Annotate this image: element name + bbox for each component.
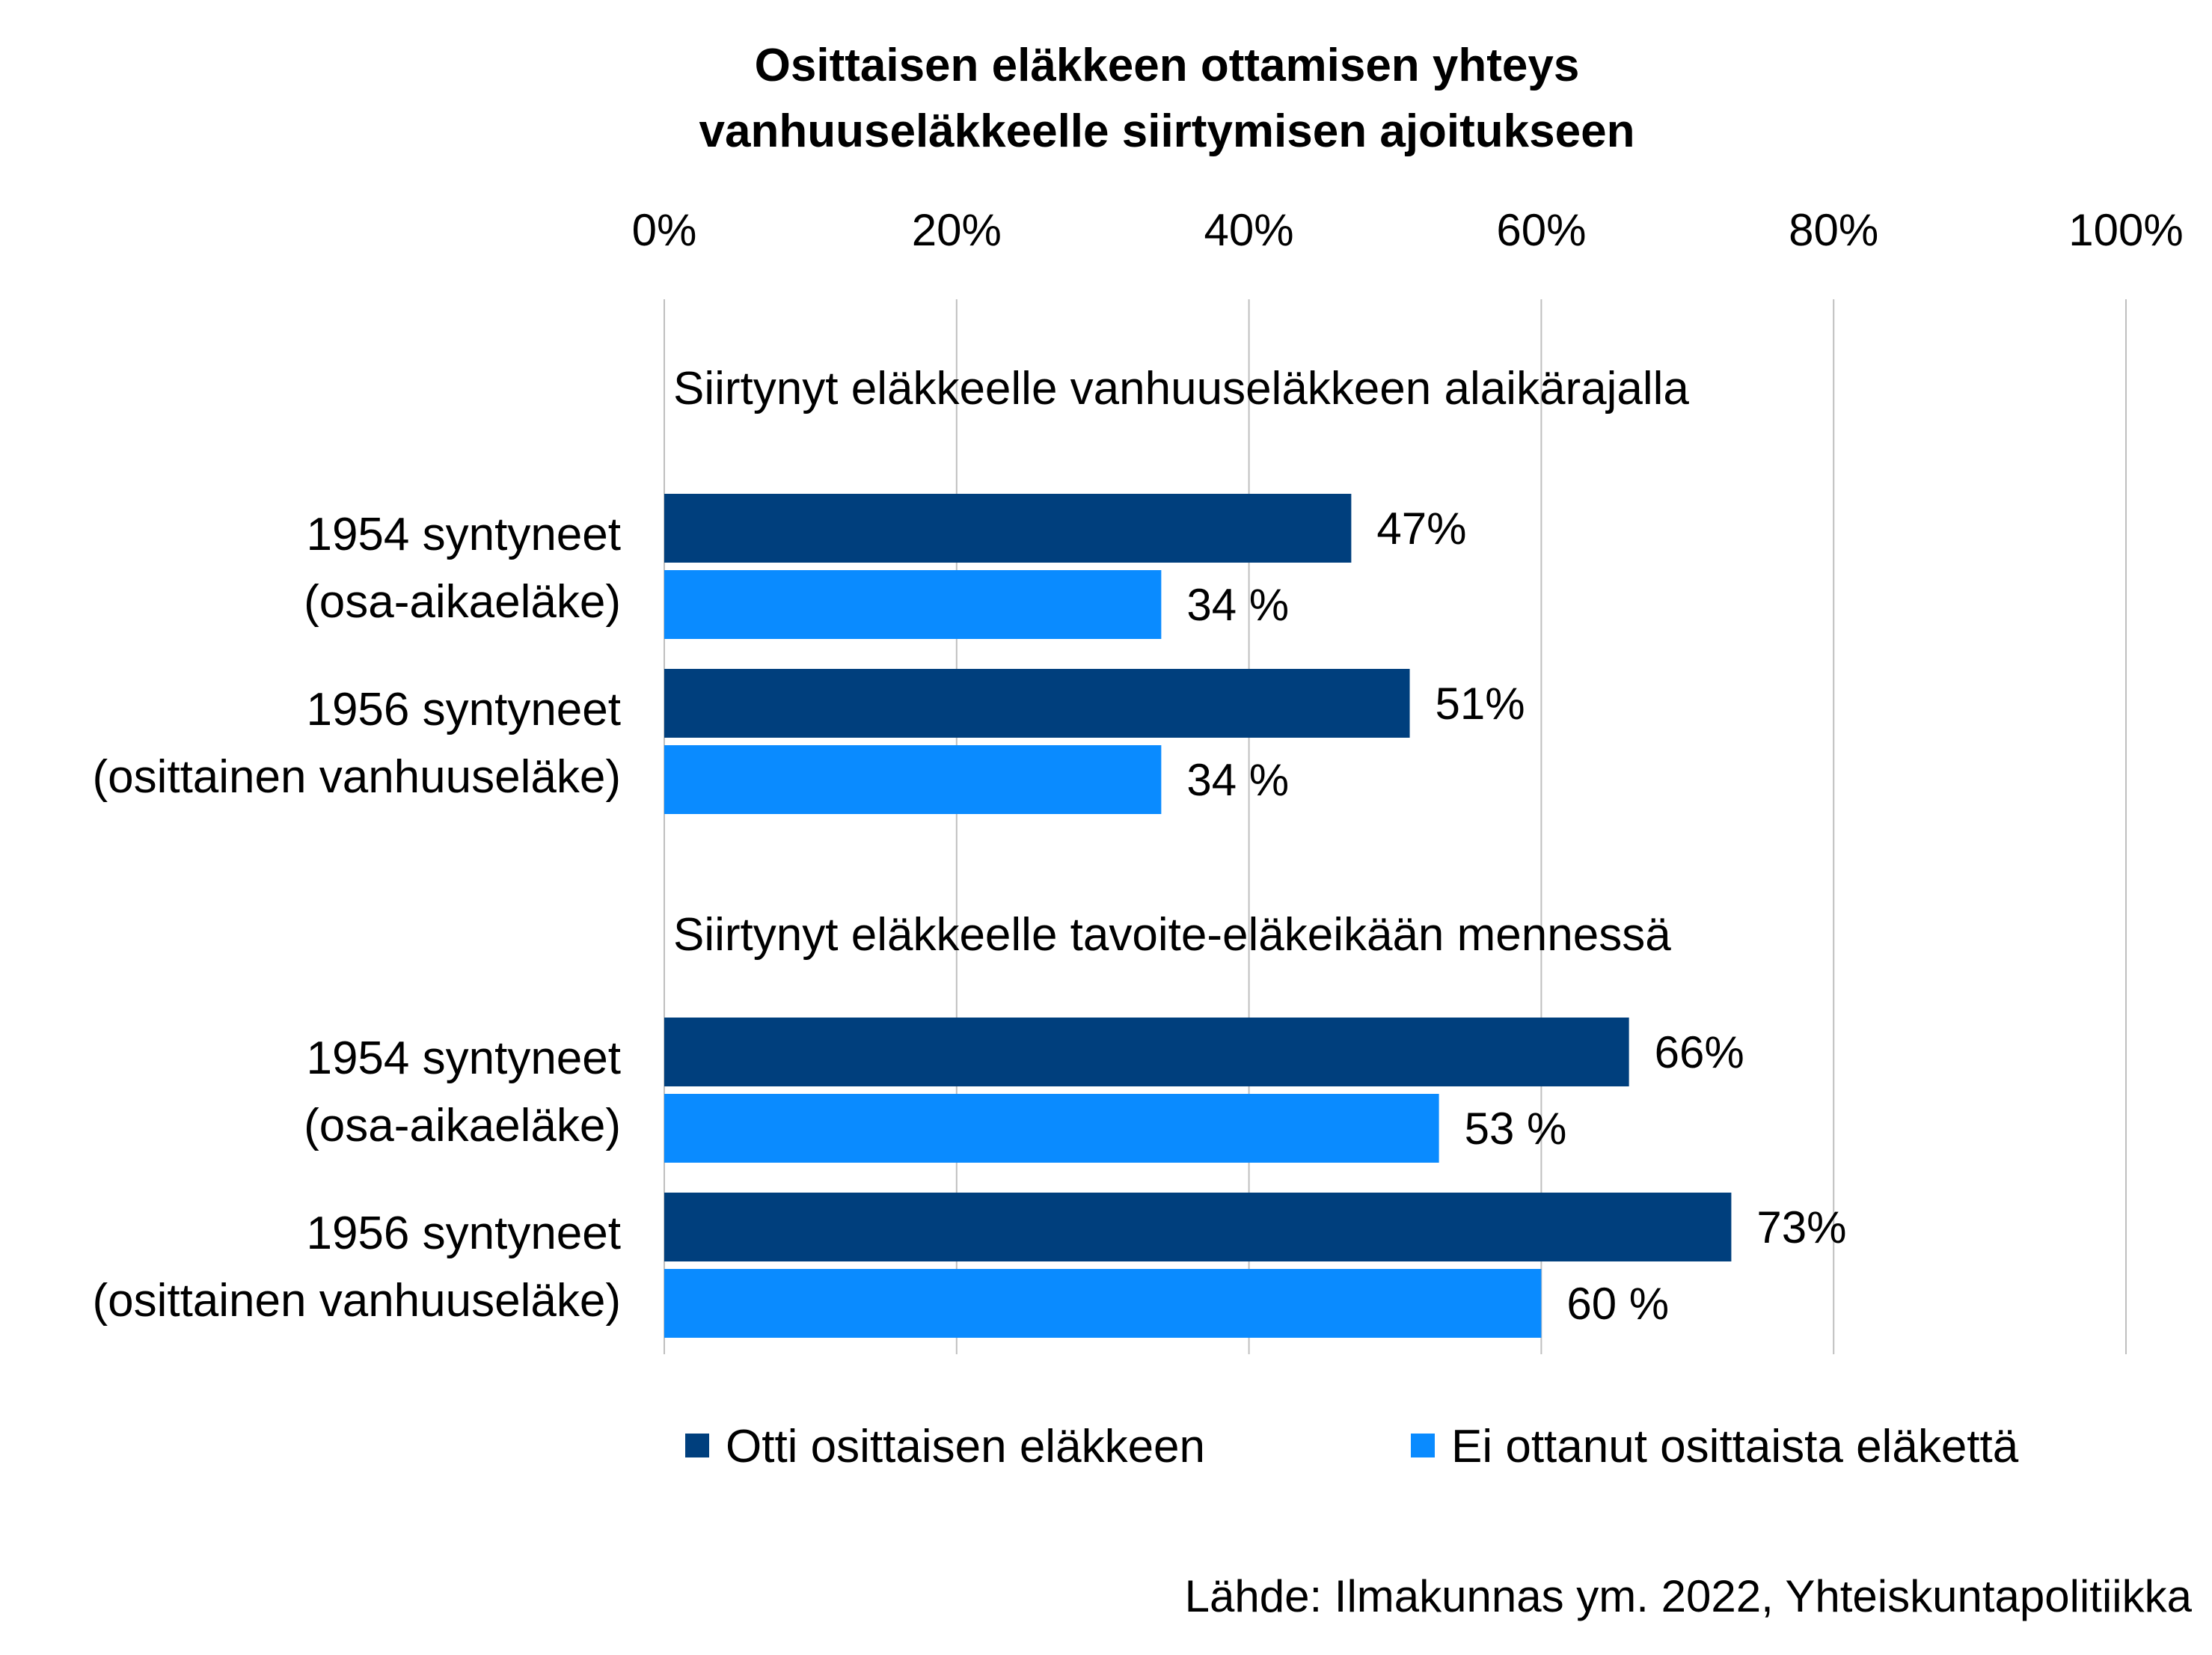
bar-g1-c2-s2 (664, 745, 1162, 814)
chart-title-line2: vanhuuseläkkeelle siirtymisen ajoituksee… (699, 105, 1635, 157)
bar-g2-c1-s2 (664, 1094, 1439, 1163)
category-label-g2-c2-line1: 1956 syntyneet (306, 1208, 621, 1259)
data-label-g1-c1-s2: 34 % (1186, 580, 1289, 630)
data-label-g2-c1-s1: 66% (1655, 1027, 1744, 1077)
bars: 47% 34 % 51% 34 % 66% 53 % 73% 60 % (664, 494, 1847, 1338)
x-axis-ticks: 0% 20% 40% 60% 80% 100% (632, 205, 2184, 255)
legend-swatch-otti (685, 1434, 709, 1457)
category-labels: 1954 syntyneet (osa-aikaeläke) 1956 syntyn… (92, 509, 621, 1327)
chart-title-line1: Osittaisen eläkkeen ottamisen yhteys (755, 40, 1580, 91)
data-label-g2-c2-s1: 73% (1756, 1202, 1846, 1252)
data-label-g1-c2-s1: 51% (1436, 679, 1525, 729)
data-label-g1-c2-s2: 34 % (1186, 755, 1289, 805)
group-label-1: Siirtynyt eläkkeelle vanhuuseläkkeen ala… (673, 363, 1689, 414)
data-label-g2-c2-s2: 60 % (1566, 1279, 1669, 1329)
x-tick-label-2: 40% (1204, 205, 1294, 255)
data-label-g1-c1-s1: 47% (1376, 504, 1466, 554)
source-note: Lähde: Ilmakunnas ym. 2022, Yhteiskuntap… (1185, 1571, 2193, 1621)
legend-label-otti: Otti osittaisen eläkkeen (726, 1421, 1205, 1472)
bar-g2-c2-s1 (664, 1193, 1732, 1261)
bar-g2-c2-s2 (664, 1269, 1542, 1338)
group-label-2: Siirtynyt eläkkeelle tavoite-eläkeikään … (673, 909, 1671, 961)
category-label-g2-c1-line1: 1954 syntyneet (306, 1033, 621, 1084)
category-label-g2-c1-line2: (osa-aikaeläke) (304, 1100, 621, 1151)
x-tick-label-5: 100% (2068, 205, 2183, 255)
x-tick-label-4: 80% (1789, 205, 1878, 255)
legend-swatch-ei-ottanut (1411, 1434, 1435, 1457)
category-label-g1-c2-line1: 1956 syntyneet (306, 684, 621, 735)
bar-g1-c2-s1 (664, 669, 1410, 738)
legend: Otti osittaisen eläkkeen Ei ottanut osit… (685, 1421, 2019, 1472)
category-label-g1-c2-line2: (osittainen vanhuuseläke) (92, 751, 621, 803)
x-tick-label-1: 20% (912, 205, 1002, 255)
data-label-g2-c1-s2: 53 % (1465, 1104, 1567, 1154)
category-label-g1-c1-line1: 1954 syntyneet (306, 509, 621, 560)
bar-g1-c1-s2 (664, 570, 1162, 639)
bar-g1-c1-s1 (664, 494, 1352, 563)
legend-label-ei-ottanut: Ei ottanut osittaista eläkettä (1451, 1421, 2019, 1472)
x-tick-label-3: 60% (1496, 205, 1586, 255)
gridlines (664, 299, 2127, 1354)
x-tick-label-0: 0% (632, 205, 697, 255)
category-label-g1-c1-line2: (osa-aikaeläke) (304, 576, 621, 628)
category-label-g2-c2-line2: (osittainen vanhuuseläke) (92, 1275, 621, 1327)
bar-g2-c1-s1 (664, 1018, 1629, 1086)
